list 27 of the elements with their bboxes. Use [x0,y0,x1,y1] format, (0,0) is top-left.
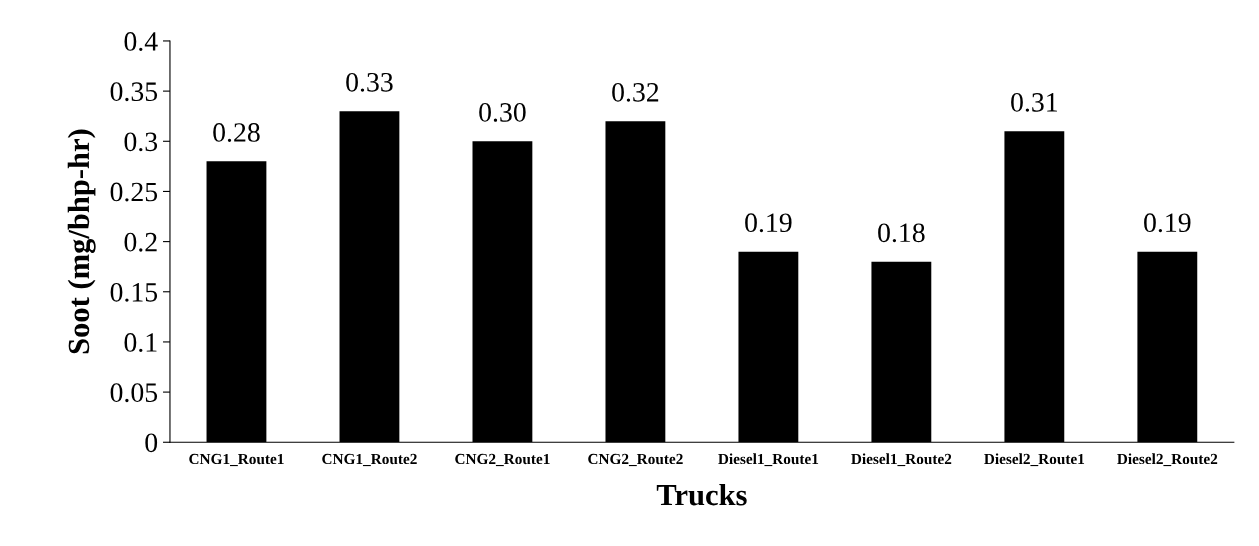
data-label: 0.18 [878,223,925,243]
y-tick-label: 0.35 [110,82,158,102]
x-tick-label: Diesel1_Route1 [718,453,819,467]
data-label: 0.30 [479,103,526,122]
data-label: 0.33 [346,72,393,92]
data-label: 0.31 [1011,92,1057,112]
y-tick-label: 0.15 [110,282,158,302]
x-tick-label: CNG1_Route1 [189,453,284,467]
data-label: 0.32 [612,82,659,102]
data-label: 0.19 [1144,213,1191,233]
data-label: 0.19 [745,213,792,233]
x-tick-label: Diesel2_Route1 [984,453,1085,467]
y-tick-label: 0 [145,433,158,453]
data-label: 0.28 [213,123,260,142]
x-tick-label: CNG2_Route2 [588,453,683,467]
y-tick-label: 0.05 [110,383,158,403]
y-tick-label: 0.3 [124,132,158,152]
x-tick-label: CNG1_Route2 [322,453,417,467]
x-axis-title: Trucks [656,483,747,506]
y-tick-label: 0.4 [124,32,158,51]
x-tick-label: CNG2_Route1 [455,453,550,467]
y-axis-title: Soot (mg/bhp-hr) [67,129,96,354]
y-tick-label: 0.2 [124,232,157,252]
y-tick-label: 0.1 [124,333,157,352]
x-tick-label: Diesel2_Route2 [1117,453,1218,467]
x-tick-label: Diesel1_Route2 [851,453,952,467]
y-tick-label: 0.25 [110,182,158,202]
